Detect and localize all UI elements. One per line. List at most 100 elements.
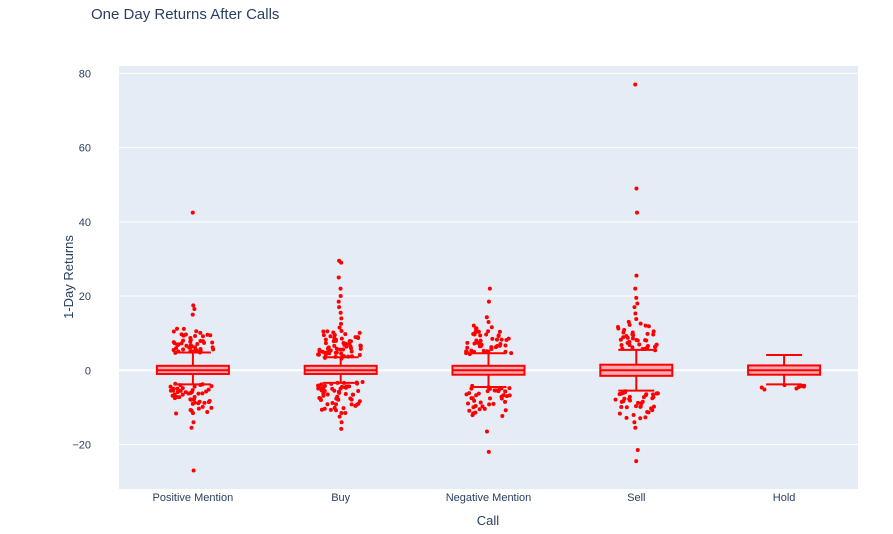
outlier-point bbox=[638, 416, 643, 421]
outlier-point bbox=[334, 408, 339, 413]
outlier-point bbox=[356, 389, 361, 394]
outlier-point bbox=[470, 413, 475, 418]
outlier-point bbox=[349, 354, 354, 359]
outlier-point bbox=[190, 210, 195, 215]
outlier-point bbox=[624, 415, 629, 420]
outlier-point bbox=[482, 406, 487, 411]
outlier-point bbox=[206, 400, 211, 405]
outlier-point bbox=[191, 468, 196, 473]
outlier-point bbox=[650, 408, 655, 413]
outlier-point bbox=[486, 329, 491, 334]
outlier-point bbox=[176, 349, 181, 354]
outlier-point bbox=[338, 347, 343, 352]
outlier-point bbox=[336, 390, 341, 395]
outlier-point bbox=[653, 348, 658, 353]
outlier-point bbox=[469, 348, 474, 353]
outlier-point bbox=[636, 400, 641, 405]
outlier-point bbox=[358, 344, 363, 349]
outlier-point bbox=[334, 402, 339, 407]
outlier-point bbox=[353, 335, 358, 340]
outlier-point bbox=[635, 210, 640, 215]
outlier-point bbox=[357, 352, 362, 357]
outlier-point bbox=[474, 393, 479, 398]
outlier-point bbox=[349, 349, 354, 354]
outlier-point bbox=[496, 334, 501, 339]
outlier-point bbox=[478, 338, 483, 343]
y-tick-labels: −20 0 20 40 60 80 bbox=[72, 68, 91, 451]
outlier-point bbox=[196, 391, 201, 396]
outlier-point bbox=[653, 344, 658, 349]
outlier-point bbox=[200, 404, 205, 409]
outlier-point bbox=[622, 328, 627, 333]
outlier-point bbox=[638, 404, 643, 409]
outlier-point bbox=[189, 397, 194, 402]
outlier-point bbox=[337, 258, 342, 263]
outlier-point bbox=[343, 332, 348, 337]
outlier-point bbox=[348, 396, 353, 401]
outlier-point bbox=[762, 387, 767, 392]
outlier-point bbox=[339, 426, 344, 431]
outlier-point bbox=[651, 395, 656, 400]
outlier-point bbox=[651, 329, 656, 334]
outlier-point bbox=[491, 401, 496, 406]
outlier-point bbox=[782, 383, 787, 388]
outlier-point bbox=[209, 405, 214, 410]
outlier-point bbox=[334, 350, 339, 355]
x-tick-labels: Positive Mention Buy Negative Mention Sell H… bbox=[153, 492, 796, 504]
outlier-point bbox=[624, 405, 629, 410]
outlier-point bbox=[181, 326, 186, 331]
outlier-point bbox=[347, 384, 352, 389]
outlier-point bbox=[339, 316, 344, 321]
outlier-point bbox=[464, 350, 469, 355]
outlier-point bbox=[634, 459, 639, 464]
outlier-point bbox=[316, 352, 321, 357]
outlier-point bbox=[633, 425, 638, 430]
outlier-point bbox=[645, 331, 650, 336]
outlier-point bbox=[188, 343, 193, 348]
outlier-point bbox=[632, 305, 637, 310]
outlier-point bbox=[486, 320, 491, 325]
x-tick-label: Positive Mention bbox=[153, 492, 234, 504]
outlier-point bbox=[613, 397, 618, 402]
outlier-point bbox=[630, 345, 635, 350]
outlier-point bbox=[621, 399, 626, 404]
outlier-point bbox=[499, 337, 504, 342]
outlier-point bbox=[323, 341, 328, 346]
boxes bbox=[155, 82, 822, 473]
outlier-point bbox=[639, 401, 644, 406]
outlier-point bbox=[357, 330, 362, 335]
outlier-point bbox=[477, 407, 482, 412]
outlier-point bbox=[343, 410, 348, 415]
outlier-point bbox=[320, 349, 325, 354]
outlier-point bbox=[499, 396, 504, 401]
outlier-point bbox=[341, 347, 346, 352]
outlier-point bbox=[479, 342, 484, 347]
outlier-point bbox=[208, 333, 213, 338]
outlier-point bbox=[175, 342, 180, 347]
outlier-point bbox=[175, 326, 180, 331]
outlier-point bbox=[495, 388, 500, 393]
outlier-point bbox=[485, 389, 490, 394]
outlier-point bbox=[336, 299, 341, 304]
outlier-point bbox=[490, 336, 495, 341]
chart-title: One Day Returns After Calls bbox=[91, 6, 280, 23]
outlier-point bbox=[486, 299, 491, 304]
outlier-point bbox=[467, 352, 472, 357]
outlier-point bbox=[645, 410, 650, 415]
plot-background bbox=[119, 66, 858, 489]
outlier-point bbox=[192, 307, 197, 312]
outlier-point bbox=[633, 311, 638, 316]
box-group bbox=[303, 258, 378, 431]
outlier-point bbox=[619, 405, 624, 410]
outlier-point bbox=[342, 380, 347, 385]
outlier-point bbox=[619, 343, 624, 348]
outlier-point bbox=[175, 386, 180, 391]
x-tick-label: Negative Mention bbox=[446, 492, 532, 504]
outlier-point bbox=[339, 356, 344, 361]
outlier-point bbox=[655, 391, 660, 396]
outlier-point bbox=[484, 429, 489, 434]
outlier-point bbox=[634, 186, 639, 191]
outlier-point bbox=[476, 329, 481, 334]
outlier-point bbox=[184, 343, 189, 348]
